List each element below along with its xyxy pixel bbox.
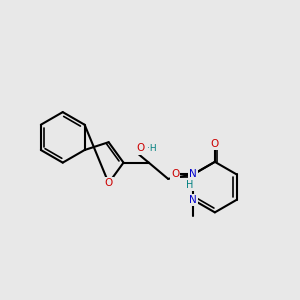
Text: O: O <box>136 143 145 154</box>
Text: N: N <box>189 169 197 179</box>
Text: N: N <box>189 195 197 205</box>
Text: H: H <box>186 180 194 190</box>
Text: O: O <box>104 178 113 188</box>
Text: O: O <box>211 139 219 149</box>
Text: O: O <box>171 169 179 179</box>
Text: ·H: ·H <box>147 144 157 153</box>
